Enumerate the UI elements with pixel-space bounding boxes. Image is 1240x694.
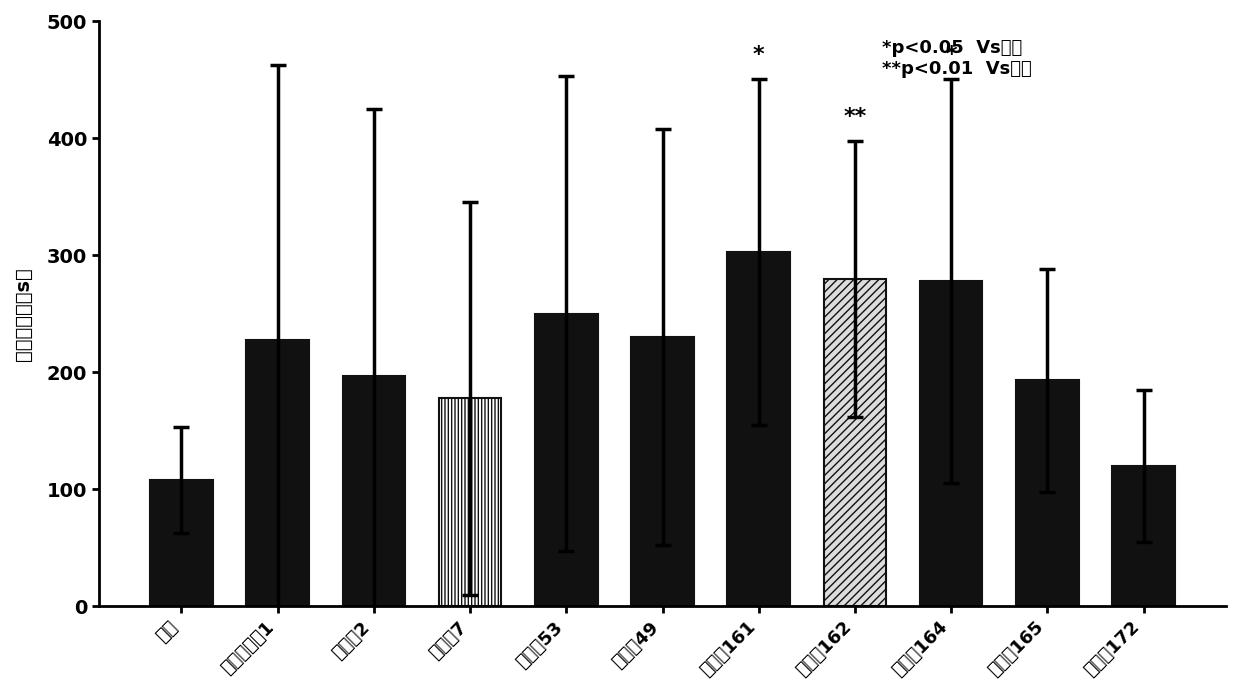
Bar (631, 337, 694, 607)
Bar (439, 398, 501, 607)
Bar (1016, 380, 1079, 607)
Bar (534, 314, 598, 607)
Text: *: * (945, 44, 957, 65)
Bar (728, 252, 790, 607)
Text: *: * (753, 44, 765, 65)
Y-axis label: 咋啡潜伏期（s）: 咋啡潜伏期（s） (14, 267, 33, 361)
Bar (1112, 466, 1174, 607)
Bar (342, 376, 405, 607)
Bar (247, 339, 309, 607)
Text: **: ** (843, 107, 867, 127)
Bar (920, 281, 982, 607)
Text: *p<0.05  Vs溶媒
**p<0.01  Vs溶媒: *p<0.05 Vs溶媒 **p<0.01 Vs溶媒 (883, 39, 1032, 78)
Bar (823, 279, 887, 607)
Bar (150, 480, 213, 607)
